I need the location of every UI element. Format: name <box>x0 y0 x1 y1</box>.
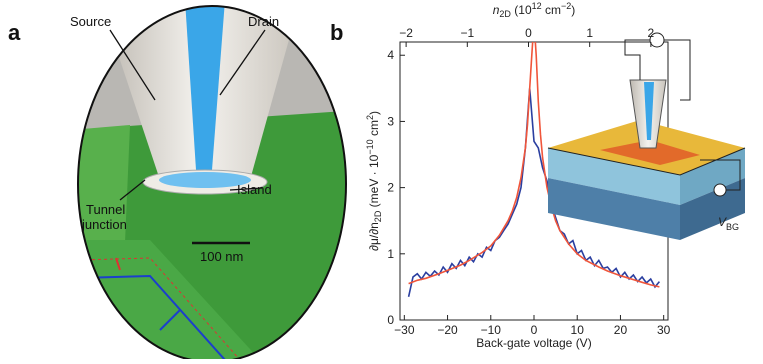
x-tick-label: 10 <box>571 323 585 337</box>
y-tick-label: 3 <box>387 114 394 128</box>
panel-label: b <box>330 20 343 45</box>
panel-label: a <box>8 20 21 45</box>
tunnel-label: junction <box>81 217 127 232</box>
plot-area <box>407 42 661 297</box>
y-tick-label: 1 <box>387 247 394 261</box>
y-tick-label: 4 <box>387 48 394 62</box>
source-label: Source <box>70 14 111 29</box>
tunnel-label: Tunnel <box>86 202 125 217</box>
x-tick-label: −30 <box>394 323 415 337</box>
pointers <box>109 29 266 245</box>
x-tick-label: 30 <box>657 323 671 337</box>
x-axis-label: Back-gate voltage (V) <box>476 336 591 350</box>
inset-label: VBG <box>718 215 739 232</box>
y-tick-label: 2 <box>387 181 394 195</box>
x-tick-label: 20 <box>614 323 628 337</box>
data-line <box>408 42 660 288</box>
x-tick-label: 0 <box>531 323 538 337</box>
y-tick-label: 0 <box>387 313 394 327</box>
x2-axis-label: n2D (1012 cm−2) <box>493 1 576 19</box>
x2-tick-label: −1 <box>460 26 474 40</box>
y-axis-label: ∂μ/∂n2D (meV · 10−10 cm2) <box>365 111 383 251</box>
x2-tick-label: −2 <box>399 26 413 40</box>
inset <box>547 32 746 240</box>
drain-label: Drain <box>248 14 279 29</box>
x-tick-label: −20 <box>437 323 458 337</box>
x-tick-label: −10 <box>481 323 502 337</box>
island-label: Island <box>237 182 272 197</box>
data-line <box>407 88 661 297</box>
x2-tick-label: 1 <box>586 26 593 40</box>
x2-tick-label: 0 <box>525 26 532 40</box>
scale-bar-label: 100 nm <box>200 249 243 264</box>
x2-tick-label: 2 <box>648 26 655 40</box>
